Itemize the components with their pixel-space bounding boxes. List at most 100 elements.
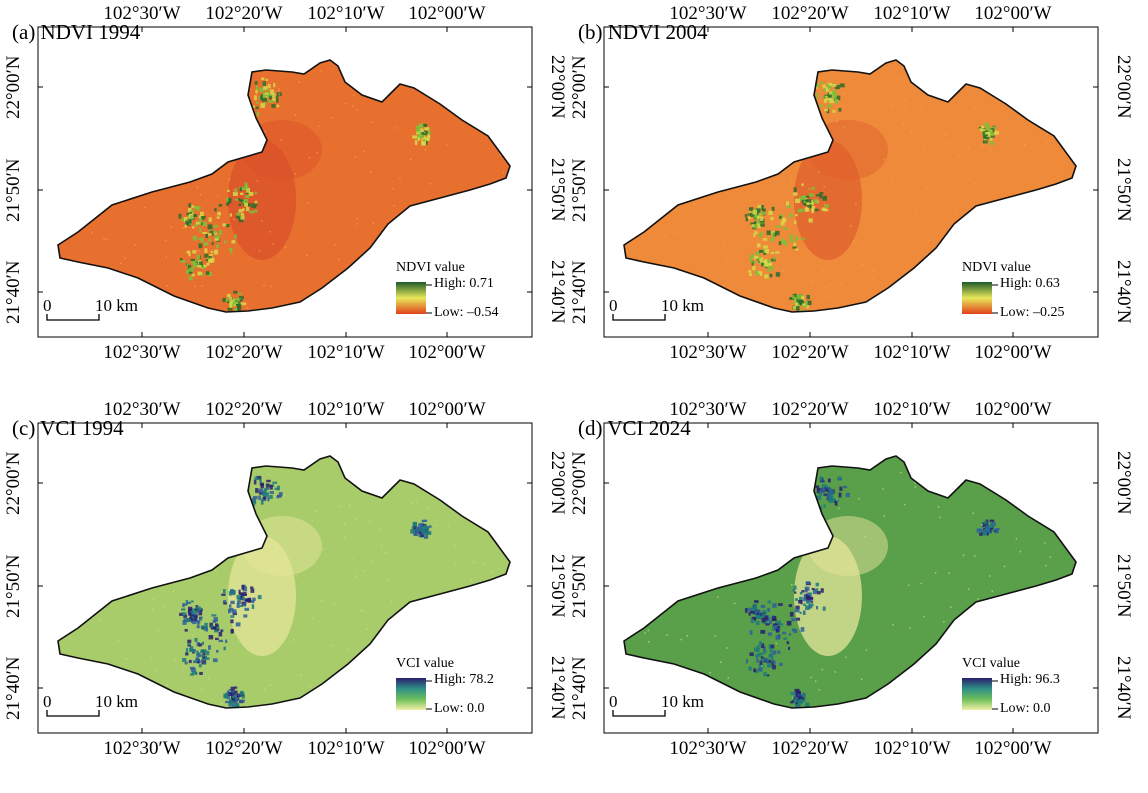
legend-high-label: High: 78.2: [434, 672, 494, 687]
legend-high-label: High: 0.63: [1000, 276, 1060, 291]
longitude-label-bottom: 102°10′W: [307, 342, 385, 363]
legend-color-bar: [396, 678, 426, 710]
latitude-label-left: 21°50′N: [569, 158, 590, 222]
longitude-label-top: 102°10′W: [873, 399, 951, 420]
panel-title: (c) VCI 1994: [12, 416, 124, 440]
map-panel-d: (d) VCI 2024 VCI value High: 96.3 Low: 0.0 0…: [566, 396, 1140, 792]
longitude-label-bottom: 102°20′W: [205, 738, 283, 759]
map-panel-a: (a) NDVI 1994 NDVI value High: 0.71 Low: –0…: [0, 0, 574, 396]
latitude-label-right: 21°50′N: [1113, 554, 1134, 618]
scale-bar-end-label: 10 km: [95, 692, 138, 711]
latitude-label-left: 21°40′N: [569, 260, 590, 324]
study-area-boundary: [623, 59, 1077, 313]
legend-color-bar: [962, 678, 992, 710]
panel-title: (a) NDVI 1994: [12, 20, 141, 44]
legend-low-label: Low: –0.54: [434, 305, 499, 320]
longitude-label-top: 102°20′W: [771, 3, 849, 24]
scale-bar-end-label: 10 km: [661, 296, 704, 315]
legend-title: NDVI value: [962, 260, 1031, 275]
longitude-label-top: 102°00′W: [974, 3, 1052, 24]
longitude-label-top: 102°10′W: [307, 399, 385, 420]
longitude-label-top: 102°20′W: [205, 3, 283, 24]
longitude-label-top: 102°30′W: [669, 3, 747, 24]
longitude-label-bottom: 102°20′W: [771, 738, 849, 759]
longitude-label-bottom: 102°10′W: [873, 342, 951, 363]
longitude-label-bottom: 102°30′W: [669, 738, 747, 759]
longitude-label-top: 102°20′W: [771, 399, 849, 420]
latitude-label-right: 21°50′N: [547, 158, 568, 222]
map-frame: [603, 26, 1099, 338]
latitude-label-left: 21°50′N: [569, 554, 590, 618]
scale-bar: [46, 710, 100, 717]
longitude-label-bottom: 102°20′W: [771, 342, 849, 363]
map-canvas: [37, 422, 533, 734]
latitude-label-left: 21°40′N: [569, 656, 590, 720]
longitude-label-top: 102°10′W: [307, 3, 385, 24]
legend-low-label: Low: 0.0: [434, 701, 485, 716]
legend-color-bar: [396, 282, 426, 314]
latitude-label-right: 22°00′N: [1113, 55, 1134, 119]
legend-low-label: Low: –0.25: [1000, 305, 1065, 320]
longitude-label-bottom: 102°30′W: [669, 342, 747, 363]
latitude-label-right: 22°00′N: [547, 55, 568, 119]
legend-low-label: Low: 0.0: [1000, 701, 1051, 716]
longitude-label-bottom: 102°00′W: [408, 342, 486, 363]
legend-color-bar: [962, 282, 992, 314]
longitude-label-top: 102°00′W: [408, 399, 486, 420]
longitude-label-bottom: 102°00′W: [974, 342, 1052, 363]
latitude-label-left: 22°00′N: [3, 451, 24, 515]
scale-bar: [612, 314, 666, 321]
scale-bar-start-label: 0: [609, 692, 618, 711]
latitude-label-left: 21°40′N: [3, 656, 24, 720]
map-panel-b: (b) NDVI 2004 NDVI value High: 0.63 Low: –0…: [566, 0, 1140, 396]
study-area-boundary: [57, 59, 511, 313]
panel-title: (b) NDVI 2004: [578, 20, 708, 44]
longitude-label-top: 102°20′W: [205, 399, 283, 420]
map-frame: [37, 26, 533, 338]
map-canvas: [603, 26, 1099, 338]
scale-bar-end-label: 10 km: [661, 692, 704, 711]
longitude-label-top: 102°30′W: [669, 399, 747, 420]
longitude-label-top: 102°00′W: [408, 3, 486, 24]
latitude-label-right: 21°40′N: [547, 656, 568, 720]
latitude-label-left: 21°40′N: [3, 260, 24, 324]
longitude-label-bottom: 102°30′W: [103, 342, 181, 363]
latitude-label-left: 22°00′N: [569, 55, 590, 119]
longitude-label-top: 102°30′W: [103, 3, 181, 24]
panel-title: (d) VCI 2024: [578, 416, 691, 440]
study-area-boundary: [623, 455, 1077, 709]
scale-bar: [46, 314, 100, 321]
latitude-label-left: 21°50′N: [3, 158, 24, 222]
latitude-label-right: 22°00′N: [547, 451, 568, 515]
longitude-label-bottom: 102°10′W: [307, 738, 385, 759]
longitude-label-top: 102°30′W: [103, 399, 181, 420]
latitude-label-right: 21°50′N: [1113, 158, 1134, 222]
scale-bar: [612, 710, 666, 717]
map-frame: [603, 422, 1099, 734]
legend-high-label: High: 0.71: [434, 276, 494, 291]
latitude-label-left: 22°00′N: [3, 55, 24, 119]
latitude-label-right: 21°40′N: [1113, 656, 1134, 720]
scale-bar-start-label: 0: [43, 692, 52, 711]
longitude-label-bottom: 102°20′W: [205, 342, 283, 363]
longitude-label-bottom: 102°10′W: [873, 738, 951, 759]
scale-bar-start-label: 0: [43, 296, 52, 315]
map-canvas: [603, 422, 1099, 734]
legend-title: VCI value: [396, 656, 454, 671]
longitude-label-top: 102°10′W: [873, 3, 951, 24]
longitude-label-bottom: 102°00′W: [408, 738, 486, 759]
map-frame: [37, 422, 533, 734]
longitude-label-bottom: 102°00′W: [974, 738, 1052, 759]
scale-bar-end-label: 10 km: [95, 296, 138, 315]
study-area-boundary: [57, 455, 511, 709]
longitude-label-bottom: 102°30′W: [103, 738, 181, 759]
longitude-label-top: 102°00′W: [974, 399, 1052, 420]
scale-bar-start-label: 0: [609, 296, 618, 315]
latitude-label-right: 21°40′N: [547, 260, 568, 324]
latitude-label-left: 22°00′N: [569, 451, 590, 515]
map-canvas: [37, 26, 533, 338]
legend-title: VCI value: [962, 656, 1020, 671]
legend-high-label: High: 96.3: [1000, 672, 1060, 687]
latitude-label-right: 21°40′N: [1113, 260, 1134, 324]
latitude-label-right: 22°00′N: [1113, 451, 1134, 515]
